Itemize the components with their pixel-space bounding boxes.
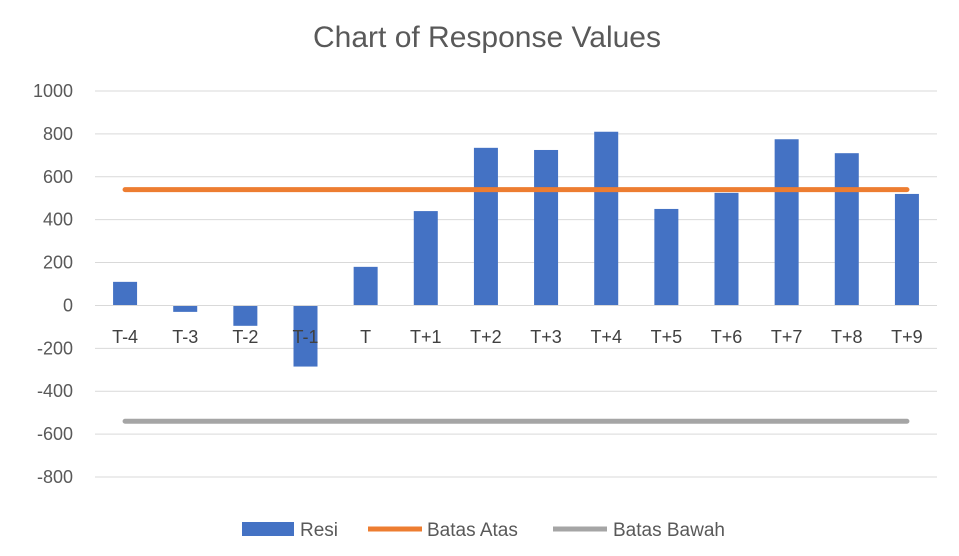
legend: Resi Batas Atas Batas Bawah: [242, 520, 725, 541]
line-series: [122, 187, 910, 424]
legend-label: Batas Atas: [427, 520, 518, 541]
bar-T+1: [413, 211, 438, 306]
x-tick-label: T+7: [771, 327, 803, 347]
y-tick-label: 1000: [33, 81, 73, 101]
x-tick-label: T-4: [112, 327, 138, 347]
x-tick-label: T+2: [470, 327, 502, 347]
x-axis: T-4 T-3 T-2 T-1 T T+1 T+2 T+3 T+4 T+5 T+6 T+7 T+8 T+9: [95, 304, 937, 347]
chart-title: Chart of Response Values: [313, 21, 661, 54]
bar-T+6: [714, 192, 739, 306]
bar-T+8: [834, 153, 859, 306]
bar-series: [113, 131, 919, 367]
x-tick-label: T: [360, 327, 371, 347]
x-tick-label: T-1: [292, 327, 318, 347]
x-tick-label: T+4: [590, 327, 622, 347]
x-tick-label: T+5: [651, 327, 683, 347]
legend-label: Batas Bawah: [613, 520, 725, 541]
y-tick-label: 400: [43, 210, 73, 230]
x-tick-label: T-3: [172, 327, 198, 347]
x-tick-label: T-2: [232, 327, 258, 347]
bar-T+9: [894, 193, 919, 306]
legend-swatch-resi: [242, 522, 294, 536]
bar-T+3: [534, 149, 559, 306]
y-tick-label: -600: [37, 424, 73, 444]
bar-T-1: [293, 305, 318, 367]
y-tick-label: 0: [63, 295, 73, 315]
y-tick-label: 200: [43, 253, 73, 273]
x-tick-label: T+6: [711, 327, 743, 347]
x-tick-label: T+9: [891, 327, 923, 347]
bar-T-3: [173, 305, 198, 312]
bar-T: [353, 266, 378, 306]
bar-T+4: [594, 131, 619, 306]
x-tick-label: T+8: [831, 327, 863, 347]
bar-T-2: [233, 305, 258, 326]
x-tick-label: T+1: [410, 327, 442, 347]
y-tick-label: -400: [37, 381, 73, 401]
y-tick-label: 800: [43, 124, 73, 144]
bar-T+5: [654, 208, 679, 306]
bar-T+7: [774, 139, 799, 306]
bar-T-4: [113, 281, 138, 306]
y-tick-label: -200: [37, 338, 73, 358]
legend-label: Resi: [300, 520, 338, 541]
y-tick-label: -800: [37, 467, 73, 487]
y-axis: 1000 800 600 400 200 0 -200 -400 -600 -800: [33, 81, 73, 487]
bar-T+2: [473, 147, 498, 306]
y-tick-label: 600: [43, 167, 73, 187]
x-tick-label: T+3: [530, 327, 562, 347]
